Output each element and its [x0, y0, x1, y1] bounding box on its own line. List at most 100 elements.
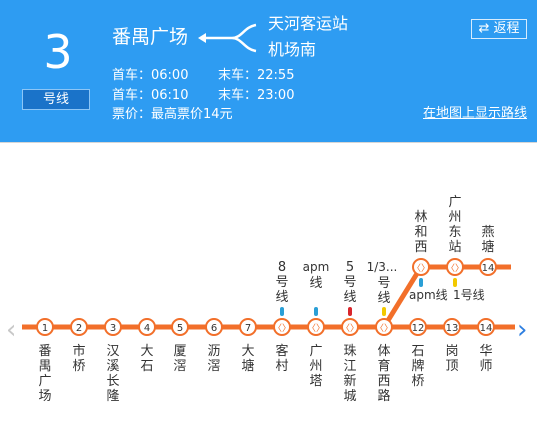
station-name: 市: [72, 343, 85, 359]
next-arrow-icon[interactable]: ›: [517, 315, 528, 345]
station-number: 5: [177, 323, 183, 334]
station-main-9[interactable]: 〈〉: [307, 318, 325, 336]
station-number: 14: [482, 263, 495, 274]
station-name: 体: [377, 344, 390, 359]
transfer-label: 号: [377, 276, 390, 291]
station-number: 3: [110, 323, 116, 334]
station-name: 汉: [106, 344, 119, 359]
station-name: 长: [106, 374, 119, 389]
station-node[interactable]: [412, 258, 430, 276]
transfer-marker: [348, 307, 352, 316]
station-number: 13: [446, 323, 459, 334]
prev-arrow-icon[interactable]: ‹: [6, 315, 17, 345]
station-name: 场: [38, 389, 51, 404]
station-name: 站: [448, 240, 461, 255]
station-name: 厦: [173, 344, 186, 359]
station-node[interactable]: [443, 318, 461, 336]
station-branch-1[interactable]: 〈〉: [412, 258, 430, 276]
station-name: 江: [343, 359, 356, 374]
return-button[interactable]: ⇄ 返程: [471, 19, 527, 39]
station-node[interactable]: [273, 318, 291, 336]
station-name: 州: [309, 359, 322, 374]
station-node[interactable]: [171, 318, 189, 336]
station-node[interactable]: [104, 318, 122, 336]
station-branch-2[interactable]: 〈〉: [446, 258, 464, 276]
station-main-2[interactable]: 2: [70, 318, 88, 336]
route-destination-2: 机场南: [268, 40, 317, 59]
transfer-station-icon: 〈〉: [273, 323, 291, 334]
station-number: 2: [76, 323, 82, 334]
transfer-label: 1号线: [453, 288, 485, 302]
station-main-3[interactable]: 3: [104, 318, 122, 336]
station-name: 牌: [411, 358, 424, 374]
station-node[interactable]: [477, 318, 495, 336]
station-node[interactable]: [70, 318, 88, 336]
show-on-map-link[interactable]: 在地图上显示路线: [423, 106, 528, 121]
station-main-1[interactable]: 1: [36, 318, 54, 336]
station-name: 客: [275, 343, 288, 359]
station-main-4[interactable]: 4: [138, 318, 156, 336]
station-name: 燕: [481, 225, 494, 240]
station-main-5[interactable]: 5: [171, 318, 189, 336]
station-name: 村: [275, 359, 288, 374]
station-name: 石: [140, 359, 153, 374]
station-main-12[interactable]: 12: [409, 318, 427, 336]
route-fork-arrow-icon: [198, 23, 257, 53]
station-node[interactable]: [375, 318, 393, 336]
station-name: 西: [414, 240, 427, 255]
station-name: 珠: [343, 344, 356, 359]
transfer-marker: [382, 307, 386, 316]
transfer-station-icon: 〈〉: [307, 323, 325, 334]
return-label: 返程: [493, 21, 520, 36]
transfer-station-icon: 〈〉: [375, 323, 393, 334]
station-name: 番: [38, 344, 51, 359]
station-name: 滘: [207, 359, 220, 374]
station-name: 华: [479, 344, 492, 359]
transfer-station-icon: 〈〉: [412, 263, 430, 274]
station-main-8[interactable]: 〈〉: [273, 318, 291, 336]
station-name: 林: [414, 210, 427, 225]
station-name: 广: [38, 374, 51, 389]
station-number: 12: [412, 323, 425, 334]
transfer-label: 5: [346, 260, 354, 275]
station-main-10[interactable]: 〈〉: [341, 318, 359, 336]
station-main-13[interactable]: 13: [443, 318, 461, 336]
station-name: 大: [140, 344, 153, 359]
last-train-1: 末车：22:55: [218, 68, 295, 83]
station-node[interactable]: [479, 258, 497, 276]
line-number: 3: [43, 25, 73, 79]
station-name: 广: [309, 344, 322, 359]
station-number: 14: [480, 323, 493, 334]
station-main-11[interactable]: 〈〉: [375, 318, 393, 336]
station-node[interactable]: [36, 318, 54, 336]
station-name: 桥: [411, 374, 424, 389]
station-name: 路: [377, 388, 390, 404]
station-number: 6: [211, 323, 217, 334]
station-node[interactable]: [205, 318, 223, 336]
station-branch-3[interactable]: 14: [479, 258, 497, 276]
station-node[interactable]: [138, 318, 156, 336]
station-main-6[interactable]: 6: [205, 318, 223, 336]
station-node[interactable]: [307, 318, 325, 336]
station-node[interactable]: [341, 318, 359, 336]
station-name: 州: [448, 210, 461, 225]
transfer-label: 线: [343, 290, 356, 305]
line-tag: 号线: [22, 89, 90, 110]
station-main-7[interactable]: 7: [239, 318, 257, 336]
transfer-label: 线: [275, 290, 288, 305]
swap-icon: ⇄: [478, 21, 490, 36]
station-node[interactable]: [446, 258, 464, 276]
station-name: 育: [377, 358, 390, 374]
station-name: 桥: [72, 359, 85, 374]
station-main-14[interactable]: 14: [477, 318, 495, 336]
station-number: 4: [144, 323, 150, 334]
station-name: 沥: [207, 344, 220, 359]
station-name: 东: [448, 225, 461, 240]
first-train-1: 首车：06:00: [112, 68, 189, 83]
first-train-2: 首车：06:10: [112, 88, 189, 103]
transfer-label: 号: [275, 275, 288, 290]
station-name: 禺: [38, 359, 51, 374]
station-node[interactable]: [239, 318, 257, 336]
station-node[interactable]: [409, 318, 427, 336]
line-header: 3 号线 番禺广场 天河客运站 机场南 首车：06:00 末车：22:55 首车…: [0, 0, 537, 142]
